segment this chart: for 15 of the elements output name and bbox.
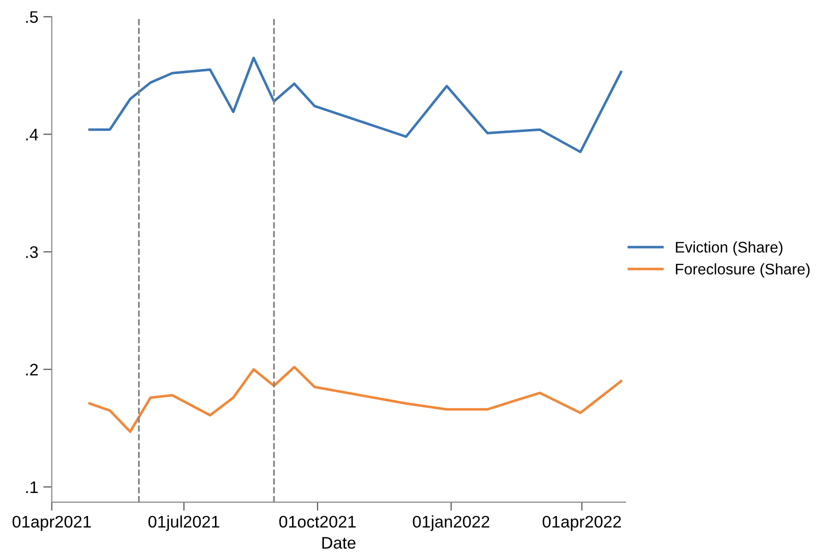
y-tick-label: .4	[26, 128, 38, 140]
legend-label: Foreclosure (Share)	[676, 263, 810, 278]
line-series	[88, 366, 622, 433]
x-axis-title: Date	[322, 537, 356, 549]
x-tick-label: 01apr2021	[12, 516, 91, 531]
x-tick-label: 01apr2022	[542, 516, 621, 531]
y-tick-label: .3	[26, 246, 38, 258]
x-tick-label: 01oct2021	[279, 516, 356, 528]
y-tick-label: .1	[26, 481, 38, 493]
line-series	[88, 56, 622, 154]
y-tick-label: .5	[26, 11, 38, 23]
legend-label: Eviction (Share)	[676, 241, 782, 256]
x-tick-label: 01jul2021	[148, 515, 220, 531]
x-tick-label: 01jan2022	[412, 515, 490, 531]
y-tick-label: .2	[26, 364, 38, 376]
